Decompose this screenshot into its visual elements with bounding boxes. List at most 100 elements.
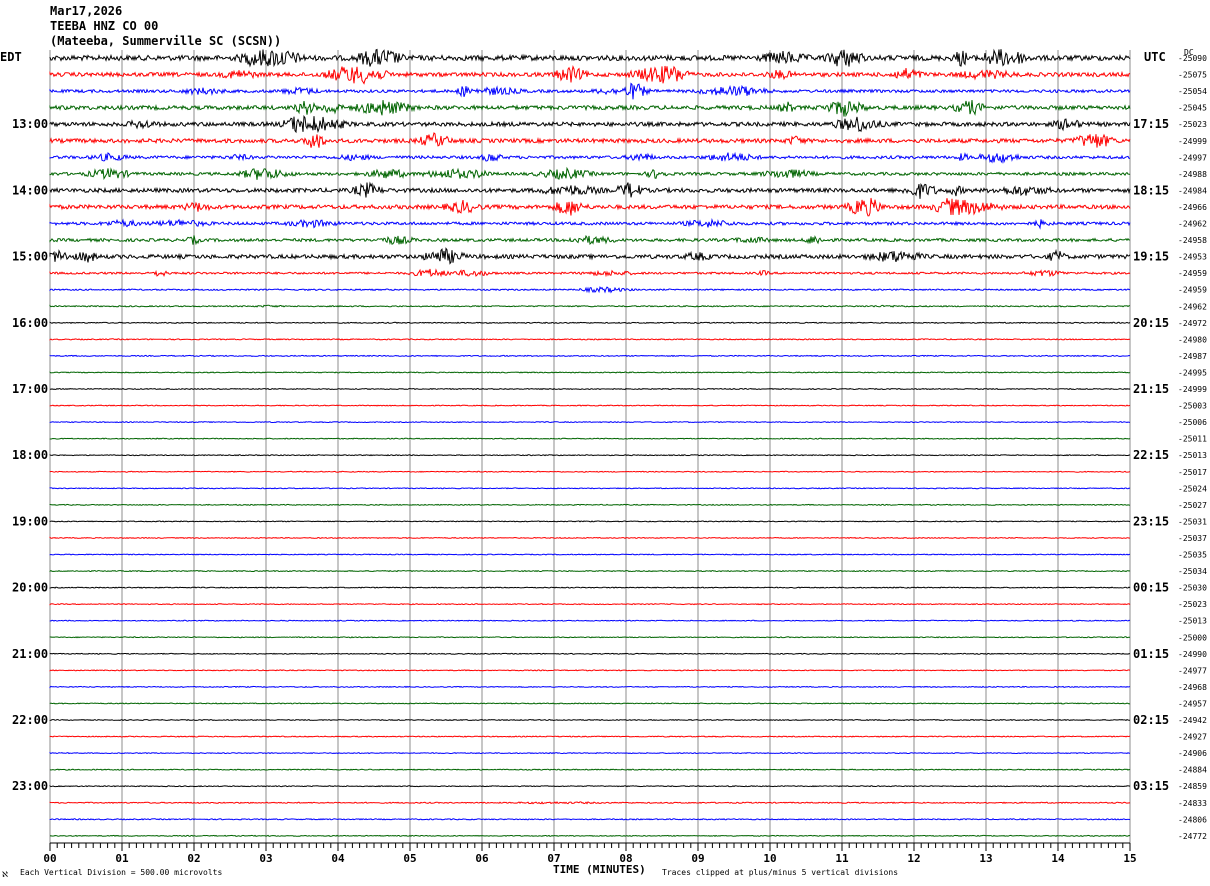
x-axis-title: TIME (MINUTES) [553, 863, 646, 876]
vertical-grid [49, 50, 1131, 846]
dc-offset-label: -25023 [1178, 600, 1207, 609]
seismic-trace [49, 586, 1131, 589]
seismic-trace [49, 652, 1131, 655]
seismic-trace [49, 197, 1131, 217]
dc-offset-label: -24884 [1178, 766, 1207, 775]
dc-offset-label: -24806 [1178, 815, 1207, 824]
seismic-trace [49, 247, 1131, 265]
right-hour-label: 02:15 [1133, 713, 1169, 727]
dc-offset-label: -25013 [1178, 451, 1207, 460]
dc-offset-label: -25037 [1178, 534, 1207, 543]
right-hour-label: 20:15 [1133, 316, 1169, 330]
dc-header-label: DC [1184, 48, 1194, 57]
date-label: Mar17,2026 [50, 4, 123, 18]
x-tick-label: 00 [43, 852, 56, 865]
right-hour-label: 22:15 [1133, 448, 1169, 462]
dc-offset-label: -24987 [1178, 352, 1207, 361]
seismic-trace [49, 619, 1131, 622]
dc-offset-label: -24772 [1178, 832, 1207, 841]
vertical-division-note: Each Vertical Division = 500.00 microvol… [20, 868, 223, 877]
left-hour-label: 19:00 [12, 514, 48, 528]
seismic-trace [49, 834, 1131, 837]
x-tick-label: 02 [187, 852, 200, 865]
clip-note: Traces clipped at plus/minus 5 vertical … [662, 868, 899, 877]
left-hour-label: 23:00 [12, 779, 48, 793]
seismic-trace [49, 735, 1131, 738]
seismic-trace [49, 685, 1131, 689]
dc-offset-label: -24927 [1178, 733, 1207, 742]
x-tick-label: 06 [475, 852, 489, 865]
dc-offset-label: -24962 [1178, 302, 1207, 311]
x-tick-label: 14 [1051, 852, 1065, 865]
left-hour-label: 17:00 [12, 382, 48, 396]
left-hour-label: 18:00 [12, 448, 48, 462]
station-label: (Mateeba, Summerville SC (SCSN)) [50, 34, 282, 48]
right-hour-labels: 17:15 18:15 19:15 20:15 21:15 22:15 23:15 00:15… [1133, 117, 1169, 793]
seismic-trace [49, 503, 1130, 506]
right-hour-label: 17:15 [1133, 117, 1169, 131]
dc-offset-label: -24859 [1178, 782, 1207, 791]
left-hour-labels: 13:00 14:00 15:00 16:00 17:00 18:00 19:00 20:00… [12, 117, 48, 793]
seismic-trace [49, 82, 1131, 100]
seismic-trace [49, 338, 1131, 341]
seismic-trace [49, 784, 1131, 788]
left-hour-label: 13:00 [12, 117, 48, 131]
left-hour-label: 15:00 [12, 250, 48, 264]
x-tick-label: 05 [403, 852, 416, 865]
x-tick-label: 08 [619, 852, 632, 865]
corner-mark: ℵ [2, 870, 8, 879]
right-hour-label: 18:15 [1133, 183, 1169, 197]
dc-offset-label: -25031 [1178, 517, 1207, 526]
dc-offset-label: -24980 [1178, 335, 1207, 344]
dc-offset-label: -25006 [1178, 418, 1207, 427]
seismic-trace [49, 166, 1131, 180]
seismic-trace [49, 304, 1130, 308]
dc-offset-label: -24957 [1178, 699, 1207, 708]
dc-offset-label: -24990 [1178, 650, 1207, 659]
seismic-trace [49, 321, 1131, 324]
seismic-trace [49, 470, 1131, 473]
seismic-trace [49, 151, 1131, 164]
dc-offset-label: -25003 [1178, 402, 1207, 411]
seismic-trace [49, 181, 1131, 199]
dc-offset-label: -24997 [1178, 153, 1207, 162]
dc-offset-labels: -25090 -25075 -25054 -25045 -25023 -24999 -249… [1178, 54, 1207, 841]
seismic-trace [49, 437, 1131, 440]
right-hour-label: 21:15 [1133, 382, 1169, 396]
seismic-trace [49, 421, 1131, 424]
right-hour-label: 23:15 [1133, 514, 1169, 528]
seismic-trace [49, 387, 1131, 391]
dc-offset-label: -25017 [1178, 468, 1207, 477]
right-hour-label: 03:15 [1133, 779, 1169, 793]
seismic-trace [49, 114, 1131, 134]
left-hour-label: 20:00 [12, 581, 48, 595]
dc-offset-label: -24953 [1178, 253, 1207, 262]
seismic-trace [49, 100, 1131, 118]
seismic-trace [49, 636, 1131, 639]
dc-offset-label: -24984 [1178, 186, 1207, 195]
right-hour-label: 00:15 [1133, 581, 1169, 595]
x-tick-label: 12 [907, 852, 920, 865]
seismic-trace [49, 48, 1131, 68]
seismic-trace [49, 603, 1131, 606]
seismic-trace [49, 268, 1131, 278]
x-tick-label: 04 [331, 852, 345, 865]
left-hour-label: 21:00 [12, 647, 48, 661]
dc-offset-label: -24988 [1178, 170, 1207, 179]
seismic-trace [49, 487, 1131, 490]
seismic-trace [49, 520, 1131, 523]
x-tick-label: 15 [1123, 852, 1136, 865]
seismic-trace [49, 354, 1131, 358]
channel-label: TEEBA HNZ CO 00 [50, 19, 159, 33]
dc-offset-label: -25045 [1178, 104, 1207, 113]
seismic-trace [49, 454, 1131, 457]
seismic-trace [49, 234, 1131, 246]
dc-offset-label: -25075 [1178, 71, 1207, 80]
x-tick-label: 11 [835, 852, 849, 865]
x-tick-label: 01 [115, 852, 129, 865]
dc-offset-label: -24833 [1178, 799, 1207, 808]
dc-offset-label: -25011 [1178, 435, 1207, 444]
left-timezone-label: EDT [0, 50, 22, 64]
seismic-trace [49, 768, 1131, 771]
right-hour-label: 01:15 [1133, 647, 1169, 661]
